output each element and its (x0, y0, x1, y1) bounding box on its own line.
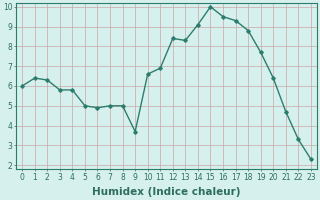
X-axis label: Humidex (Indice chaleur): Humidex (Indice chaleur) (92, 187, 241, 197)
